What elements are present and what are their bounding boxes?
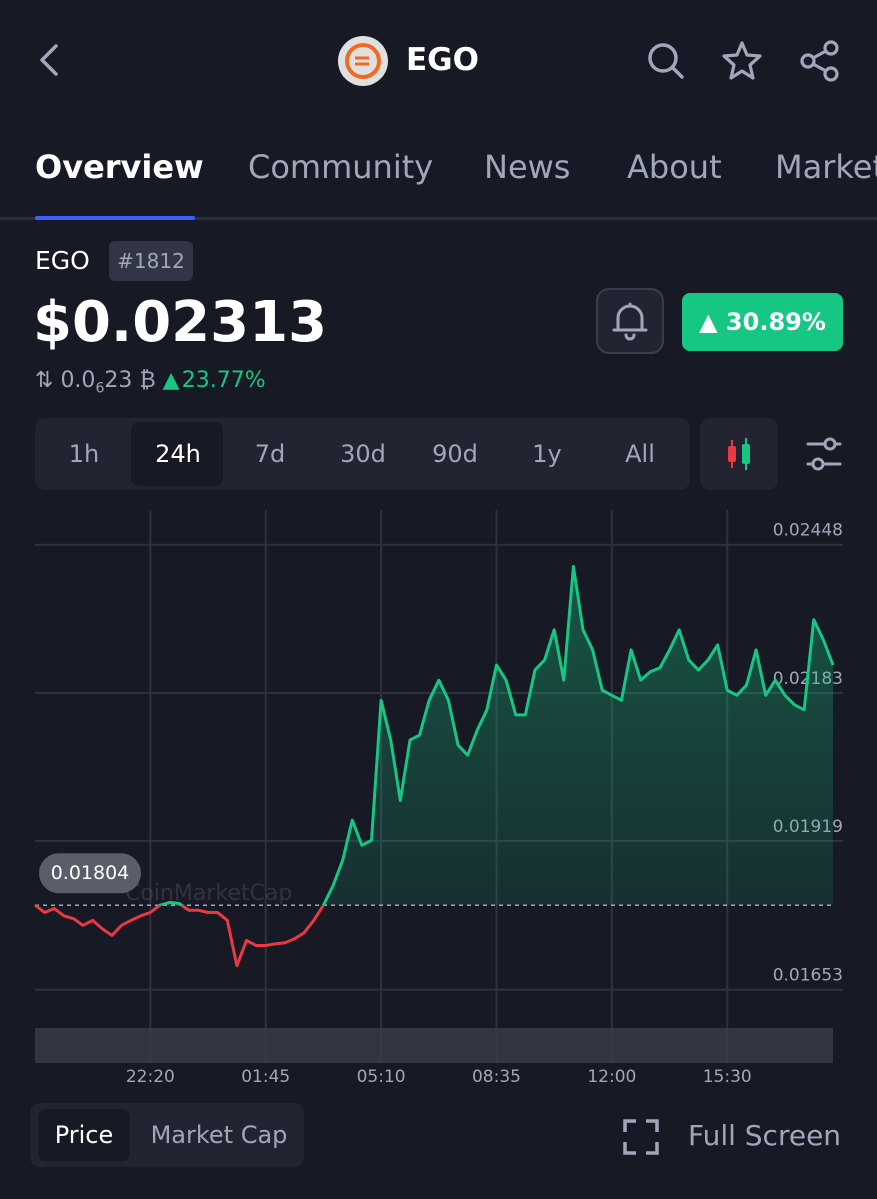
- tab-indicator: [35, 216, 195, 220]
- range-option[interactable]: 1y: [532, 440, 562, 468]
- x-tick-label: 08:35: [472, 1067, 521, 1087]
- area-fill: [159, 566, 833, 906]
- tab[interactable]: About: [627, 148, 722, 186]
- y-tick-label: 0.02183: [773, 669, 843, 689]
- y-tick-label: 0.01653: [773, 966, 843, 986]
- coin-logo: [338, 36, 388, 86]
- search-button[interactable]: [645, 40, 687, 82]
- alert-button[interactable]: [596, 288, 664, 354]
- btc-change: ▲ 23.77%: [162, 368, 266, 393]
- candle-toggle[interactable]: [700, 418, 778, 490]
- y-tick-label: 0.02448: [773, 521, 843, 541]
- baseline-pill: [39, 853, 141, 894]
- range-option[interactable]: 30d: [340, 440, 386, 468]
- watermark: CoinMarketCap: [125, 881, 292, 906]
- range-option[interactable]: 90d: [432, 440, 478, 468]
- x-tick-label: 01:45: [241, 1067, 290, 1087]
- btc-price-prefix: 0.0: [60, 368, 96, 393]
- btc-unit: ₿: [139, 368, 156, 393]
- btc-price-digits: 23: [104, 368, 133, 393]
- change-badge: ▲ 30.89%: [682, 293, 843, 351]
- chart-settings[interactable]: [804, 434, 844, 474]
- rank-badge: #1812: [109, 241, 193, 281]
- btc-price-row: ⇅ 0.0623 ₿ ▲ 23.77%: [35, 367, 266, 396]
- fullscreen-button[interactable]: Full Screen: [688, 1119, 842, 1152]
- coin-price: $0.02313: [33, 290, 328, 355]
- tab[interactable]: Community: [248, 148, 434, 186]
- coin-symbol: EGO: [35, 246, 90, 275]
- range-option[interactable]: 7d: [254, 440, 286, 468]
- volume-band: [35, 1028, 833, 1063]
- mode-toggle: Price Market Cap: [30, 1103, 304, 1167]
- baseline-label: 0.01804: [39, 853, 141, 894]
- range-option[interactable]: 1h: [68, 440, 100, 468]
- x-tick-label: 12:00: [587, 1067, 636, 1087]
- range-selector: 1h 24h 7d 30d 90d 1y All: [35, 418, 690, 490]
- x-tick-label: 05:10: [357, 1067, 406, 1087]
- range-option[interactable]: 24h: [155, 440, 201, 468]
- y-tick-label: 0.01919: [773, 817, 843, 837]
- tab[interactable]: News: [484, 148, 571, 186]
- btc-change-value: 23.77%: [181, 368, 266, 393]
- fullscreen-icon[interactable]: [622, 1118, 660, 1156]
- x-tick-label: 15:30: [703, 1067, 752, 1087]
- mode-option[interactable]: Market Cap: [150, 1121, 288, 1149]
- x-tick-label: 22:20: [126, 1067, 175, 1087]
- header-title: EGO: [406, 42, 479, 78]
- range-selected-bg: [131, 422, 223, 486]
- btc-price-zeros: 6: [95, 380, 105, 397]
- swap-icon: ⇅: [35, 368, 54, 393]
- price-line-up: [35, 565, 835, 906]
- price-line-down: [34, 905, 326, 968]
- change-value: 30.89%: [725, 308, 826, 336]
- baseline-value: 0.01804: [51, 862, 130, 884]
- share-button[interactable]: [798, 39, 842, 83]
- watchlist-button[interactable]: [720, 39, 764, 83]
- tab-divider: [0, 217, 877, 220]
- tab[interactable]: Markets: [775, 148, 877, 186]
- range-option[interactable]: All: [625, 440, 655, 468]
- tab[interactable]: Overview: [35, 148, 204, 186]
- back-button[interactable]: [30, 38, 74, 82]
- mode-option[interactable]: Price: [38, 1109, 130, 1161]
- tab-bar: Overview Community News About Markets: [0, 0, 877, 222]
